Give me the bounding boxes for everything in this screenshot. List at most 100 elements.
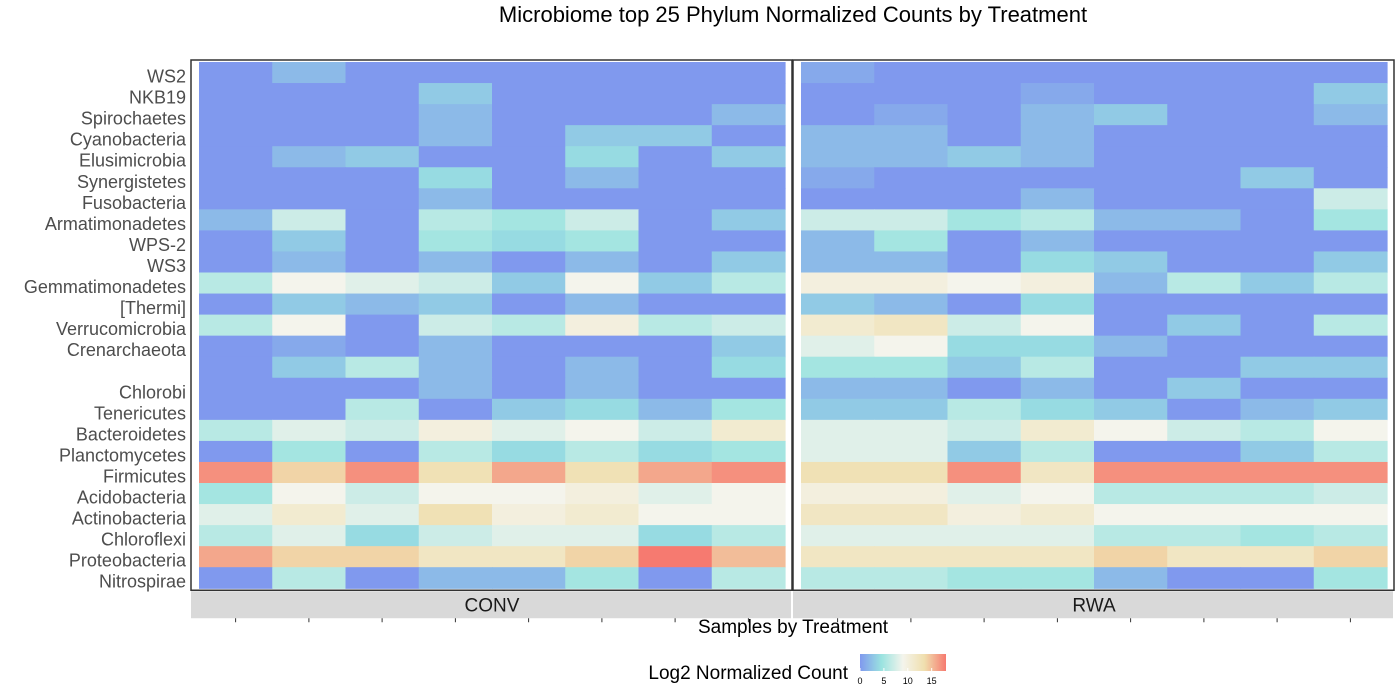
heatmap-cell <box>345 293 420 316</box>
heatmap-cell <box>947 335 1022 358</box>
heatmap-cell <box>492 272 566 295</box>
heatmap-cell <box>711 314 786 337</box>
heatmap-cell <box>1313 251 1388 274</box>
heatmap-cell <box>1167 525 1242 547</box>
heatmap-cell <box>1240 293 1315 316</box>
heatmap-cell <box>1020 62 1095 84</box>
heatmap-cell <box>199 356 273 379</box>
heatmap-cell <box>874 483 949 505</box>
heatmap-cell <box>565 251 640 274</box>
heatmap-cell <box>801 483 875 505</box>
heatmap-cell <box>418 356 493 379</box>
heatmap-cell <box>801 335 875 358</box>
row-label: Spirochaetes <box>81 109 186 129</box>
row-label: Armatimonadetes <box>45 214 186 234</box>
heatmap-cell <box>947 483 1022 505</box>
heatmap-cell <box>1094 272 1168 295</box>
heatmap-cell <box>947 419 1022 442</box>
heatmap-cell <box>1020 440 1095 463</box>
heatmap-cell <box>1313 230 1388 253</box>
heatmap-cell <box>1313 314 1388 337</box>
heatmap-cell <box>1240 377 1315 400</box>
heatmap-cell <box>711 125 786 147</box>
heatmap-cell <box>1313 377 1388 400</box>
heatmap-cell <box>801 230 875 253</box>
heatmap-cell <box>1020 398 1095 421</box>
heatmap-panel <box>190 59 793 591</box>
heatmap-cell <box>1020 230 1095 253</box>
heatmap-cell <box>418 525 493 547</box>
heatmap-cell <box>272 62 347 84</box>
heatmap-cell <box>801 125 875 147</box>
heatmap-cell <box>492 419 566 442</box>
heatmap-cell <box>272 314 347 337</box>
heatmap-cell <box>1167 377 1242 400</box>
heatmap-cell <box>1240 125 1315 147</box>
heatmap-cell <box>1240 483 1315 505</box>
heatmap-cell <box>1313 83 1388 105</box>
facet-strip <box>191 591 791 619</box>
row-label: Gemmatimonadetes <box>24 277 186 297</box>
heatmap-cell <box>272 167 347 189</box>
heatmap-cell <box>638 335 713 358</box>
heatmap-cell <box>199 377 273 400</box>
heatmap-cell <box>345 356 420 379</box>
heatmap-cell <box>1167 104 1242 126</box>
heatmap-cell <box>199 419 273 442</box>
heatmap-cell <box>492 188 566 210</box>
heatmap-cell <box>1020 356 1095 379</box>
heatmap-cell <box>1240 83 1315 105</box>
heatmap-cell <box>418 251 493 274</box>
heatmap-cell <box>1020 377 1095 400</box>
heatmap-cell <box>1094 230 1168 253</box>
heatmap-cell <box>272 461 347 484</box>
heatmap-cell <box>801 188 875 210</box>
legend-tick-label: 15 <box>927 676 937 686</box>
heatmap-cell <box>947 293 1022 316</box>
heatmap-cell <box>711 83 786 105</box>
heatmap-cell <box>1094 62 1168 84</box>
heatmap-cell <box>199 546 273 568</box>
heatmap-cell <box>272 419 347 442</box>
heatmap-cell <box>947 62 1022 84</box>
heatmap-cell <box>345 483 420 505</box>
heatmap-cell <box>565 461 640 484</box>
heatmap-cell <box>272 104 347 126</box>
heatmap-cell <box>638 546 713 568</box>
heatmap-cell <box>565 335 640 358</box>
heatmap-cell <box>199 62 273 84</box>
row-label: NKB19 <box>129 88 186 108</box>
heatmap-cell <box>711 272 786 295</box>
heatmap-cell <box>874 546 949 568</box>
heatmap-cell <box>199 125 273 147</box>
heatmap-cell <box>1094 293 1168 316</box>
heatmap-cell <box>418 377 493 400</box>
heatmap-cell <box>1020 525 1095 547</box>
heatmap-cell <box>711 461 786 484</box>
heatmap-cell <box>1240 209 1315 231</box>
heatmap-cell <box>565 83 640 105</box>
heatmap-cell <box>345 209 420 231</box>
heatmap-cell <box>801 167 875 189</box>
heatmap-cell <box>272 83 347 105</box>
heatmap-cell <box>345 567 420 589</box>
heatmap-cell <box>272 188 347 210</box>
heatmap-cell <box>418 398 493 421</box>
heatmap-cell <box>1240 398 1315 421</box>
heatmap-cell <box>418 272 493 295</box>
heatmap-cell <box>801 377 875 400</box>
heatmap-cell <box>418 461 493 484</box>
heatmap-cell <box>199 209 273 231</box>
heatmap-cell <box>801 546 875 568</box>
panel-border <box>190 59 793 591</box>
color-legend: 0 5 10 15 <box>857 654 946 686</box>
heatmap-cell <box>272 398 347 421</box>
heatmap-cell <box>638 125 713 147</box>
heatmap-cell <box>1167 398 1242 421</box>
heatmap-cell <box>801 440 875 463</box>
heatmap-cell <box>711 356 786 379</box>
heatmap-cell <box>1020 209 1095 231</box>
heatmap-cell <box>947 230 1022 253</box>
heatmap-cell <box>1240 62 1315 84</box>
heatmap-cell <box>199 483 273 505</box>
